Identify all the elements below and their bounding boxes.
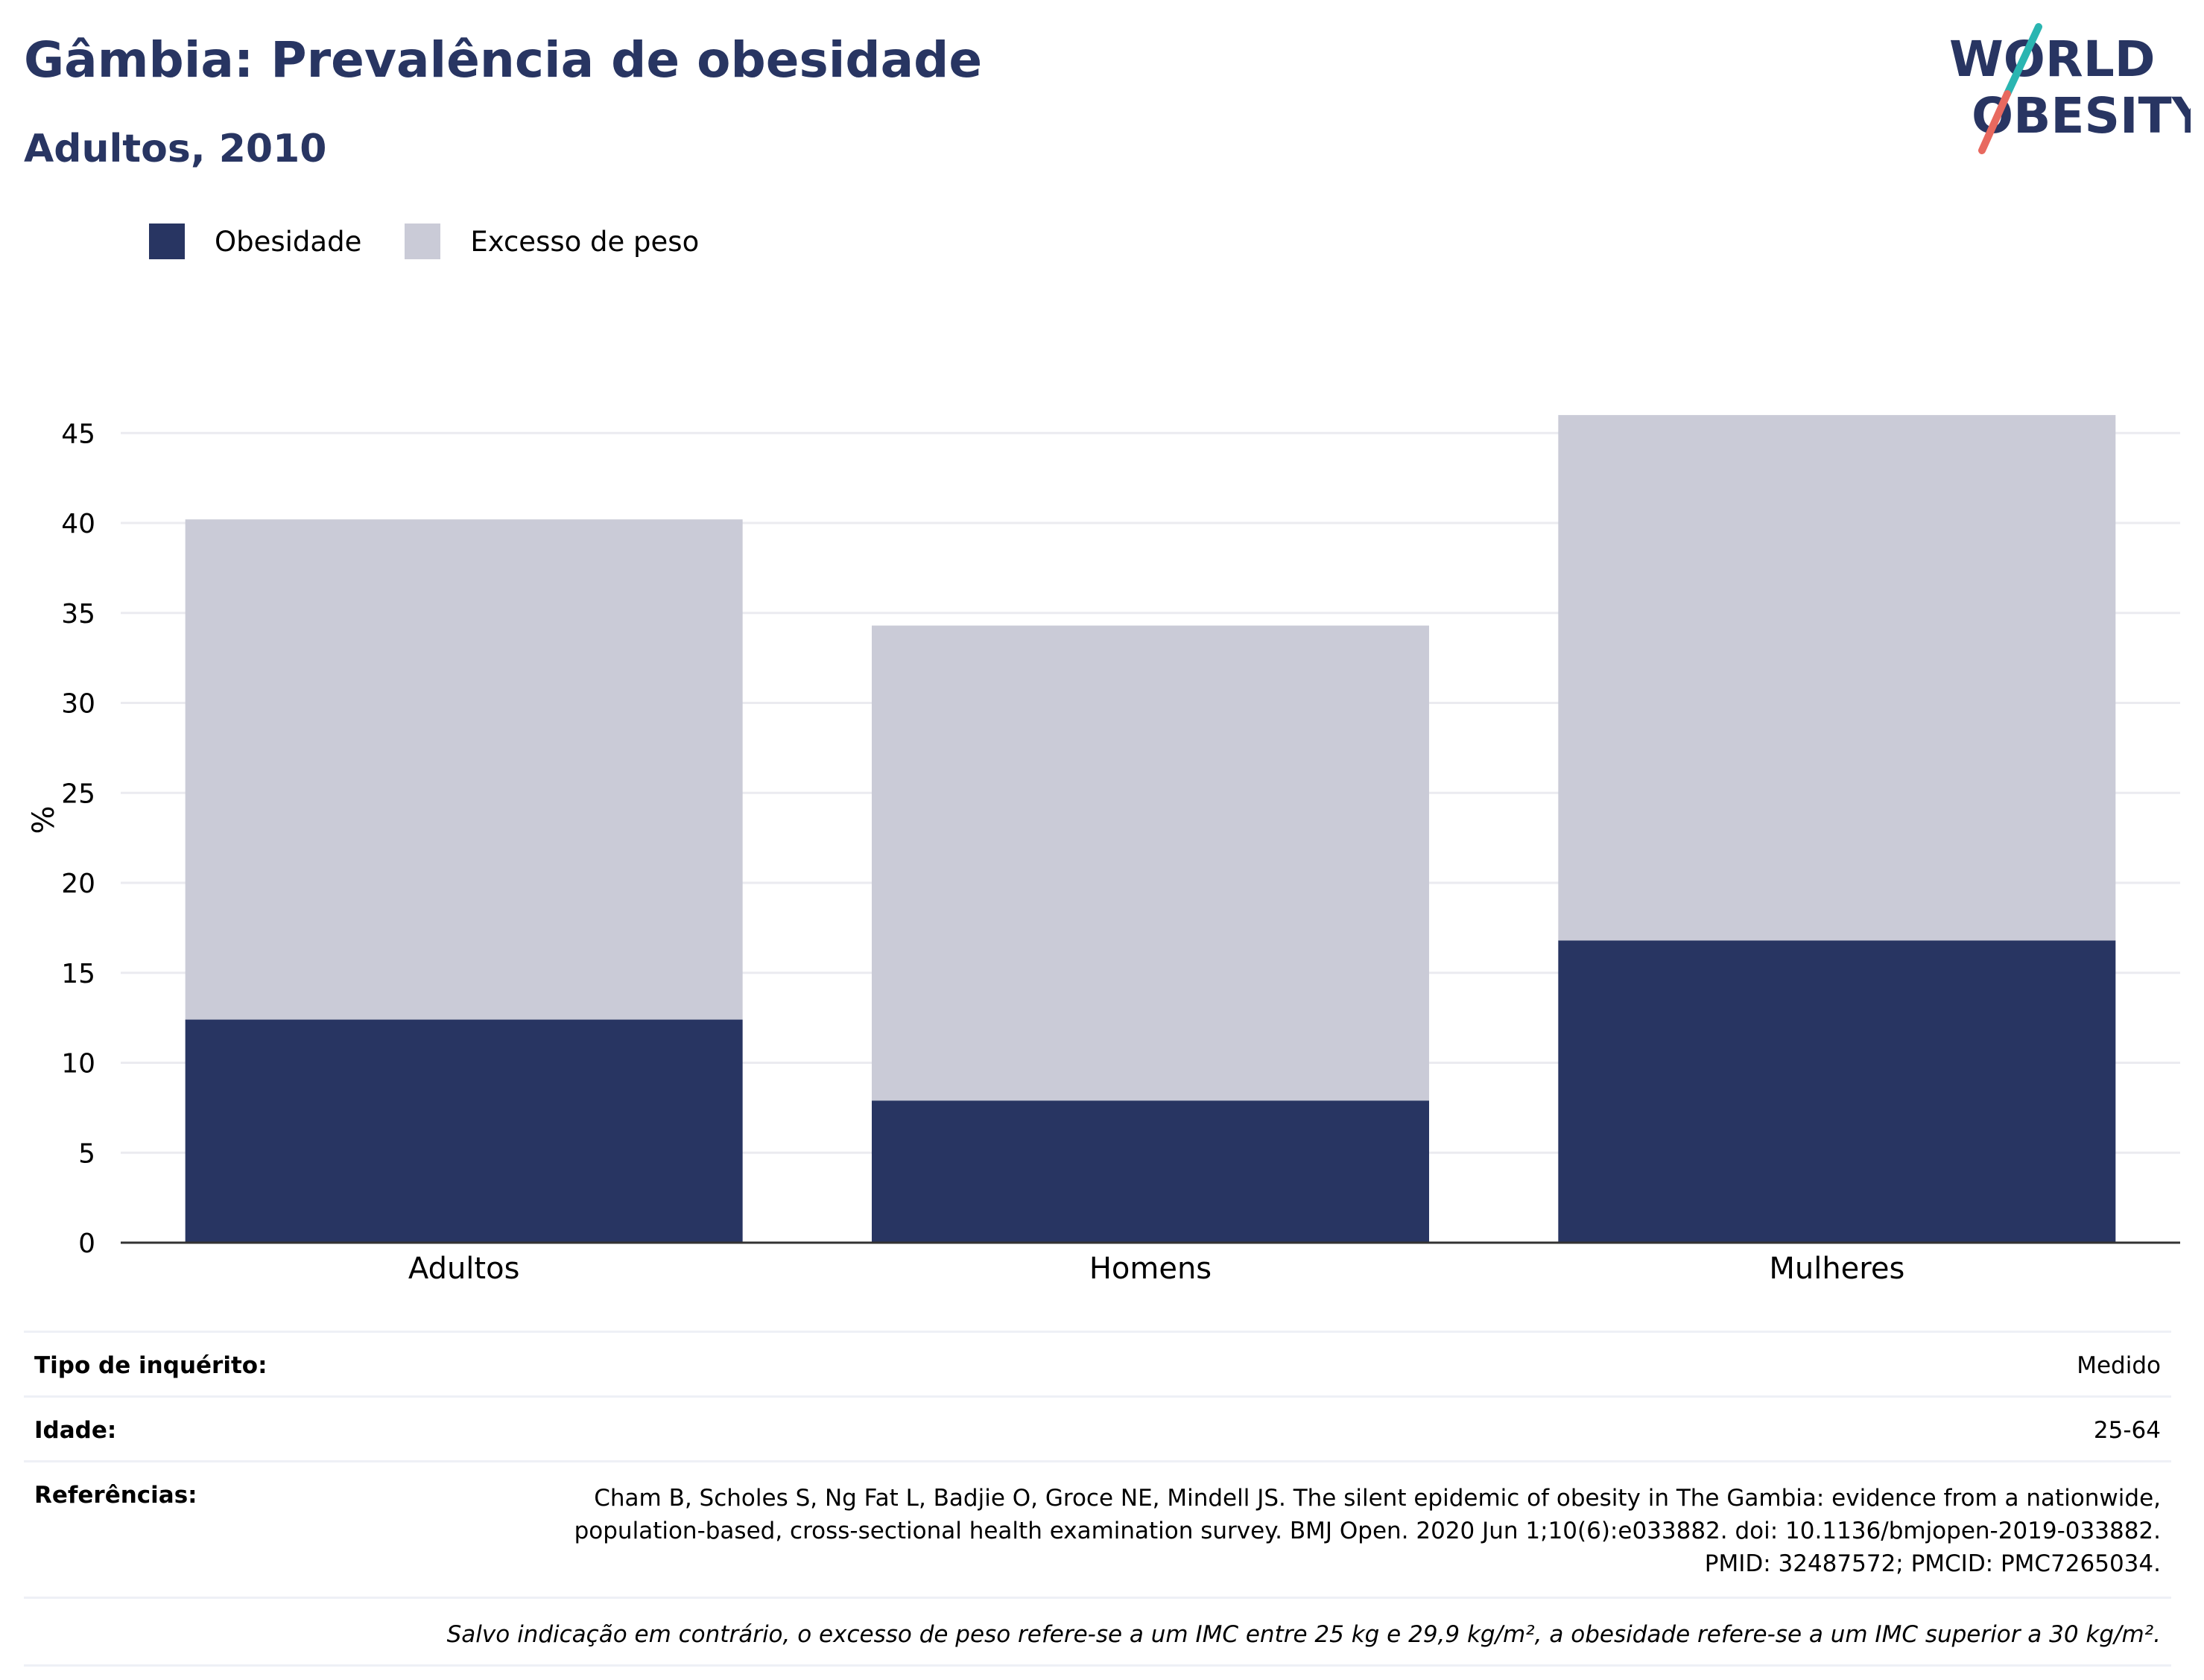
logo-slash-top: [2004, 23, 2042, 98]
bar-obesidade-homens: [872, 1100, 1429, 1243]
divider: [24, 1597, 2171, 1599]
bar-obesidade-mulheres: [1558, 940, 2116, 1243]
y-tick-label: 15: [61, 959, 95, 989]
survey-info-table: Tipo de inquérito: Medido Idade: 25-64 R…: [24, 1331, 2171, 1667]
references-label: Referências:: [34, 1482, 197, 1509]
y-tick-label: 0: [78, 1229, 95, 1259]
chart-title: Gâmbia: Prevalência de obesidade: [24, 31, 983, 89]
survey-type-value: Medido: [2077, 1352, 2161, 1379]
logo-line1: WORLD: [1949, 31, 2156, 88]
legend-item-obesidade: Obesidade: [149, 224, 361, 259]
x-tick-label: Mulheres: [1769, 1252, 1904, 1286]
info-row-survey-type: Tipo de inquérito: Medido: [24, 1333, 2171, 1395]
y-tick-label: 45: [61, 419, 95, 449]
age-value: 25-64: [2093, 1417, 2161, 1444]
info-row-references: Referências: Cham B, Scholes S, Ng Fat L…: [24, 1462, 2171, 1597]
x-tick-label: Homens: [1089, 1252, 1212, 1286]
y-tick-label: 25: [61, 779, 95, 809]
world-obesity-logo: WORLD OBESITY: [1949, 23, 2191, 154]
divider: [24, 1331, 2171, 1333]
y-tick-label: 5: [78, 1138, 95, 1169]
bar-excesso-de-peso-mulheres: [1558, 415, 2116, 941]
legend-label-obesidade: Obesidade: [215, 225, 362, 258]
bar-obesidade-adultos: [185, 1019, 743, 1243]
y-tick-label: 20: [61, 869, 95, 899]
info-row-age: Idade: 25-64: [24, 1398, 2171, 1460]
chart-legend: Obesidade Excesso de peso: [149, 224, 742, 259]
y-tick-label: 35: [61, 599, 95, 630]
stacked-bar-chart: 0 5 10 15 20 25 30 35 40 45% Adultos Homens Mulheres: [27, 415, 2180, 1286]
legend-swatch-excesso-de-peso: [405, 224, 441, 259]
bar-excesso-de-peso-adultos: [185, 519, 743, 1020]
legend-label-excesso-de-peso: Excesso de peso: [470, 225, 700, 258]
definition-note: Salvo indicação em contrário, o excesso …: [446, 1621, 2161, 1648]
divider: [24, 1664, 2171, 1667]
references-value: Cham B, Scholes S, Ng Fat L, Badjie O, G…: [574, 1485, 2161, 1577]
bar-excesso-de-peso-homens: [872, 625, 1429, 1101]
divider: [24, 1460, 2171, 1462]
survey-type-label: Tipo de inquérito:: [34, 1352, 267, 1379]
divider: [24, 1395, 2171, 1398]
x-tick-label: Adultos: [408, 1252, 520, 1286]
age-label: Idade:: [34, 1417, 117, 1444]
legend-item-excesso-de-peso: Excesso de peso: [405, 224, 699, 259]
y-tick-label: 10: [61, 1049, 95, 1080]
y-tick-label: 40: [61, 509, 95, 539]
y-axis-label: %: [27, 805, 61, 834]
y-tick-label: 30: [61, 689, 95, 720]
legend-swatch-obesidade: [149, 224, 185, 259]
chart-subtitle: Adultos, 2010: [24, 127, 327, 171]
logo-slash-bottom: [1978, 90, 2011, 154]
